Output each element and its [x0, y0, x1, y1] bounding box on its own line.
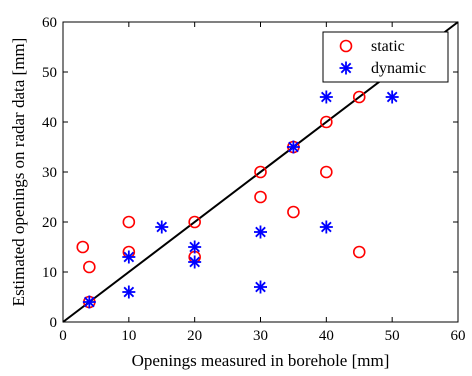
data-point-static-10 [287, 205, 300, 219]
x-tick-label: 50 [385, 328, 400, 344]
data-point-dynamic-1 [122, 250, 136, 264]
x-tick-label: 10 [121, 328, 136, 344]
y-tick-label: 30 [42, 165, 57, 181]
y-tick-label: 10 [42, 265, 57, 281]
data-point-static-14 [352, 245, 366, 259]
y-tick-label: 50 [42, 65, 57, 81]
y-tick-label: 0 [50, 315, 58, 331]
data-point-dynamic-5 [188, 255, 202, 269]
y-axis-label: Estimated openings on radar data [mm] [9, 38, 28, 307]
data-point-static-3 [122, 215, 136, 229]
data-point-dynamic-10 [319, 220, 333, 234]
y-tick-label: 60 [42, 15, 57, 31]
data-point-static-5 [188, 215, 201, 229]
data-point-static-13 [352, 90, 366, 104]
x-tick-label: 30 [253, 328, 268, 344]
x-tick-label: 20 [187, 328, 202, 344]
data-point-dynamic-9 [319, 90, 333, 104]
data-point-dynamic-4 [188, 240, 202, 254]
legend-marker-dynamic [339, 61, 353, 75]
data-point-static-7 [254, 165, 267, 179]
legend: static dynamic [322, 31, 449, 83]
data-point-dynamic-3 [155, 220, 169, 234]
x-tick-label: 60 [451, 328, 466, 344]
plot-frame [62, 21, 459, 323]
data-point-dynamic-7 [254, 280, 267, 294]
data-point-dynamic-8 [286, 140, 300, 154]
x-tick-label: 40 [319, 328, 334, 344]
data-point-dynamic-0 [82, 295, 96, 309]
data-point-static-8 [254, 190, 267, 204]
x-tick-label: 0 [59, 328, 67, 344]
data-point-dynamic-6 [254, 225, 267, 239]
data-point-static-12 [320, 165, 333, 179]
data-point-dynamic-11 [385, 90, 399, 104]
y-tick-label: 40 [42, 115, 57, 131]
legend-label-dynamic: dynamic [371, 60, 426, 77]
axis-ticks: 0 10 20 30 40 50 60 0 10 20 30 40 50 60 [42, 15, 466, 344]
data-point-static-11 [320, 115, 333, 129]
data-point-static-0 [76, 240, 90, 254]
data-point-dynamic-2 [122, 285, 136, 299]
x-axis-label: Openings measured in borehole [mm] [132, 351, 390, 370]
legend-marker-static [339, 39, 353, 53]
legend-label-static: static [371, 38, 405, 55]
data-point-static-1 [83, 260, 96, 274]
y-tick-label: 20 [42, 215, 57, 231]
